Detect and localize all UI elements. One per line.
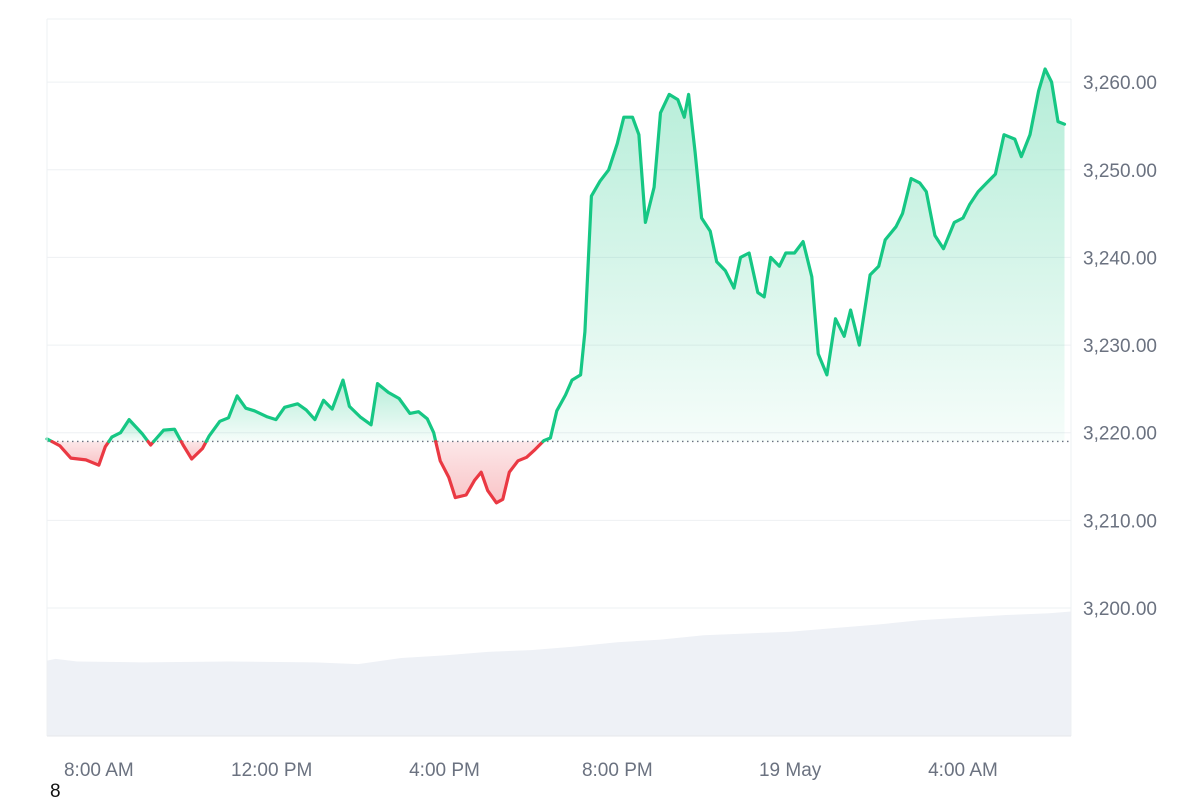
up-line-2 [107,418,150,444]
down-fill-1 [51,441,109,466]
x-tick-label-4: 19 May [759,760,822,781]
down-line-7 [434,439,545,505]
y-tick-label-3: 3,230.00 [1083,336,1157,357]
up-fill-4 [153,429,182,442]
line-layer [45,67,1067,505]
y-tick-label-6: 3,200.00 [1083,599,1157,620]
corner-label: 8 [50,781,61,800]
down-line-5 [179,439,208,461]
fill-layer [47,69,1065,503]
up-line-8 [541,67,1067,444]
up-line-4 [152,427,183,444]
y-axis-ticks: 3,260.00 3,250.00 3,240.00 3,230.00 3,220.00… [1083,73,1157,620]
down-fill-7 [435,441,543,503]
x-tick-label-0: 8:00 AM [64,760,134,781]
up-line-6 [204,378,438,444]
axis-layer [46,18,1072,737]
volume-area [47,611,1071,736]
down-fill-5 [181,441,207,459]
up-fill-6 [206,380,436,442]
x-tick-label-1: 12:00 PM [231,760,312,781]
y-tick-label-1: 3,250.00 [1083,161,1157,182]
down-line-1 [50,439,111,467]
x-axis-ticks: 8:00 AM 12:00 PM 4:00 PM 8:00 PM 19 May 4:00 … [64,760,998,781]
x-tick-label-3: 8:00 PM [582,760,653,781]
y-tick-label-2: 3,240.00 [1083,248,1157,269]
y-tick-label-0: 3,260.00 [1083,73,1157,94]
up-fill-8 [543,69,1065,442]
x-tick-label-2: 4:00 PM [409,760,480,781]
up-fill-2 [108,419,148,442]
y-tick-label-5: 3,210.00 [1083,511,1157,532]
volume-layer [47,611,1071,736]
x-tick-label-5: 4:00 AM [928,760,998,781]
y-tick-label-4: 3,220.00 [1083,424,1157,445]
